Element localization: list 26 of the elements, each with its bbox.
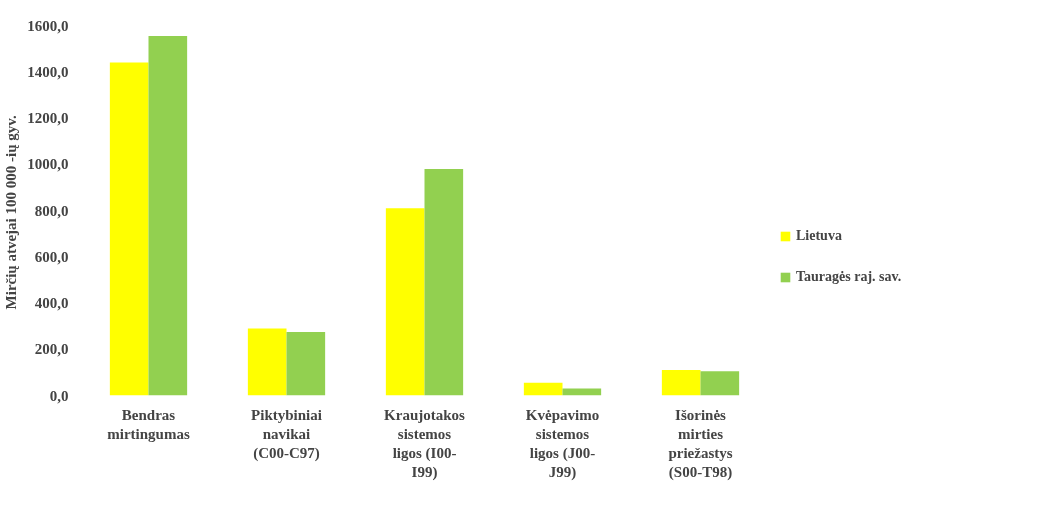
bar <box>661 370 701 396</box>
bar <box>109 62 149 396</box>
y-tick-label: 200,0 <box>34 341 69 358</box>
y-tick-label: 800,0 <box>34 202 69 219</box>
bar <box>148 35 188 396</box>
x-tick-label: Bendras mirtingumas <box>107 406 190 442</box>
y-tick-label: 600,0 <box>34 248 69 265</box>
y-tick-label: 1000,0 <box>27 156 69 173</box>
legend-label: Lietuva <box>796 228 842 244</box>
x-tick-label: Piktybiniai navikai (C00-C97) <box>251 406 322 462</box>
y-tick-label: 1400,0 <box>27 63 69 80</box>
x-tick-label: Kvėpavimo sistemos ligos (J00- J99) <box>525 406 600 482</box>
bar <box>385 208 425 396</box>
y-axis-title: Mirčių atvejai 100 000 -ių gyv. <box>3 115 20 310</box>
x-tick-label: Kraujotakos sistemos ligos (I00- I99) <box>384 406 466 482</box>
bar <box>424 168 464 396</box>
y-tick-label: 400,0 <box>34 295 69 311</box>
legend-label: Tauragės raj. sav. <box>796 269 902 285</box>
x-tick-label: Išorinės mirties priežastys (S00-T98) <box>668 406 733 482</box>
bar <box>700 371 740 396</box>
y-tick-label: 0,0 <box>49 387 69 404</box>
bar <box>523 382 563 396</box>
y-tick-label: 1200,0 <box>27 110 69 126</box>
bar <box>247 328 287 396</box>
y-tick-label: 1600,0 <box>27 17 69 34</box>
bar <box>286 331 326 396</box>
